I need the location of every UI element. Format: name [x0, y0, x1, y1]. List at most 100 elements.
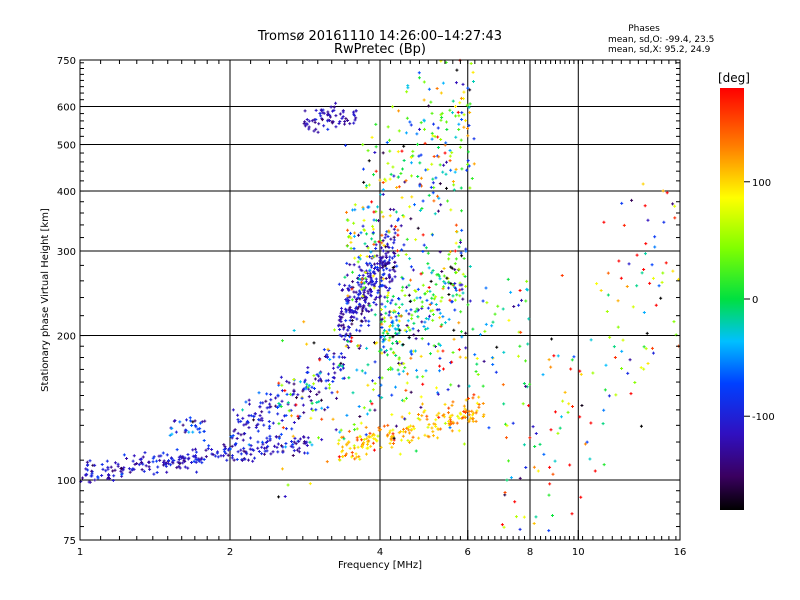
echo-point [280, 418, 284, 422]
echo-point [318, 377, 322, 381]
echo-point [294, 442, 298, 446]
echo-point [430, 296, 434, 300]
echo-point [491, 320, 495, 324]
echo-point [379, 445, 383, 449]
echo-point [432, 155, 436, 159]
echo-point [332, 355, 336, 359]
echo-point [415, 375, 419, 379]
echo-point [470, 409, 474, 413]
echo-point [269, 398, 273, 402]
echo-point [403, 294, 407, 298]
echo-point [388, 431, 392, 435]
echo-point [475, 362, 479, 366]
echo-point [444, 172, 448, 176]
echo-point [319, 114, 323, 118]
echo-point [418, 418, 422, 422]
echo-point [436, 392, 440, 396]
echo-point [341, 110, 345, 114]
colorbar-tick-label: 0 [752, 295, 758, 306]
echo-point [459, 186, 463, 190]
echo-point [381, 331, 385, 335]
echo-point [357, 274, 361, 278]
phases-title: Phases [628, 24, 660, 34]
echo-point [341, 323, 345, 327]
echo-point [412, 427, 416, 431]
echo-point [410, 438, 414, 442]
echo-point [444, 186, 448, 190]
echo-point [285, 392, 289, 396]
echo-point [372, 433, 376, 437]
echo-point [349, 315, 353, 319]
echo-point [380, 302, 384, 306]
echo-point [158, 458, 162, 462]
echo-point [349, 339, 353, 343]
echo-point [292, 392, 296, 396]
echo-point [363, 295, 367, 299]
echo-point [141, 455, 145, 459]
echo-point [460, 111, 464, 115]
echo-point [434, 176, 438, 180]
echo-point [453, 170, 457, 174]
echo-point [181, 423, 185, 427]
echo-point [481, 299, 485, 303]
echo-point [448, 426, 452, 430]
echo-point [352, 423, 356, 427]
echo-point [354, 109, 358, 113]
echo-point [416, 412, 420, 416]
echo-point [408, 205, 412, 209]
echo-point [384, 245, 388, 249]
echo-point [453, 262, 457, 266]
echo-point [383, 350, 387, 354]
echo-point [455, 68, 459, 72]
echo-point [357, 283, 361, 287]
echo-point [339, 428, 343, 432]
echo-point [511, 421, 515, 425]
echo-point [298, 437, 302, 441]
echo-point [560, 273, 564, 277]
echo-point [472, 393, 476, 397]
echo-point [665, 191, 669, 195]
echo-point [397, 431, 401, 435]
echo-point [452, 188, 456, 192]
echo-point [651, 276, 655, 280]
echo-point [396, 150, 400, 154]
echo-point [181, 455, 185, 459]
echo-point [405, 426, 409, 430]
echo-point [373, 262, 377, 266]
echo-point [435, 413, 439, 417]
echo-point [513, 500, 517, 504]
echo-point [417, 71, 421, 75]
echo-point [346, 235, 350, 239]
echo-point [402, 362, 406, 366]
echo-point [427, 342, 431, 346]
echo-point [340, 289, 344, 293]
echo-point [419, 153, 423, 157]
echo-point [413, 349, 417, 353]
echo-point [406, 319, 410, 323]
echo-point [426, 251, 430, 255]
echo-point [466, 396, 470, 400]
echo-point [394, 424, 398, 428]
echo-point [364, 307, 368, 311]
colorbar-tick-label: 100 [752, 178, 771, 189]
echo-point [361, 143, 365, 147]
echo-point [441, 367, 445, 371]
echo-point [225, 458, 229, 462]
echo-point [292, 449, 296, 453]
echo-point [410, 174, 414, 178]
echo-point [518, 527, 522, 531]
echo-point [210, 448, 214, 452]
echo-point [386, 423, 390, 427]
echo-point [472, 137, 476, 141]
echo-point [391, 428, 395, 432]
echo-point [389, 224, 393, 228]
echo-point [454, 257, 458, 261]
echo-point [353, 256, 357, 260]
echo-point [454, 271, 458, 275]
echo-point [452, 337, 456, 341]
echo-point [381, 188, 385, 192]
echo-point [642, 267, 646, 271]
echo-point [403, 328, 407, 332]
echo-point [347, 440, 351, 444]
echo-point [260, 410, 264, 414]
